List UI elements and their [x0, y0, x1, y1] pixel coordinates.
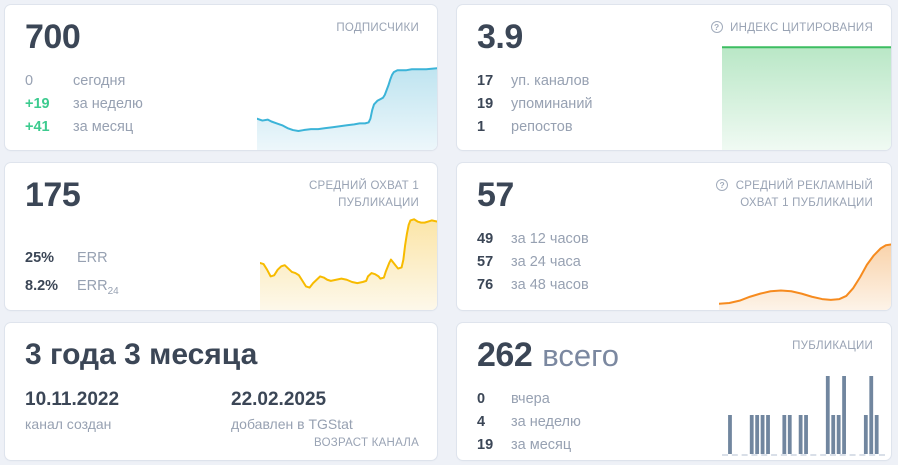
stat-row-48h: 76 за 48 часов [477, 274, 891, 297]
stat-label: ERR24 [77, 277, 119, 297]
subscribers-count: 700 [25, 18, 81, 56]
card-title-label: СРЕДНИЙ ОХВАТ 1 ПУБЛИКАЦИИ [309, 180, 419, 210]
err-stats: 25% ERR 8.2% ERR24 [25, 247, 437, 303]
stat-label: сегодня [73, 73, 126, 89]
stat-row-month: +41 за месяц [25, 116, 437, 139]
stat-row-err: 25% ERR [25, 247, 437, 275]
publications-suffix: всего [542, 338, 619, 373]
card-subscribers: ПОДПИСЧИКИ 700 0 сегодня +19 за неделю +… [5, 5, 437, 150]
stat-value: +41 [25, 119, 50, 135]
date-added: 22.02.2025 добавлен в TGStat [231, 389, 437, 432]
stat-label: за 48 часов [511, 277, 589, 293]
stat-label: репостов [511, 119, 573, 135]
ad-reach-stats: 49 за 12 часов 57 за 24 часа 76 за 48 ча… [477, 228, 891, 297]
date-label: канал создан [25, 416, 112, 432]
card-ad-reach-title: ? СРЕДНИЙ РЕКЛАМНЫЙ ОХВАТ 1 ПУБЛИКАЦИИ [677, 178, 873, 213]
card-channel-age: 3 года 3 месяца 10.11.2022 канал создан … [5, 323, 437, 460]
stat-row-mentions: 19 упоминаний [477, 93, 891, 116]
stat-row-err24: 8.2% ERR24 [25, 275, 437, 303]
date-value: 22.02.2025 [231, 389, 327, 410]
stat-label: за неделю [73, 96, 143, 112]
card-publications-title: ПУБЛИКАЦИИ [792, 338, 873, 355]
channel-dates: 10.11.2022 канал создан 22.02.2025 добав… [25, 389, 437, 432]
card-title-label: СРЕДНИЙ РЕКЛАМНЫЙ ОХВАТ 1 ПУБЛИКАЦИИ [735, 180, 873, 210]
card-age-corner-label: ВОЗРАСТ КАНАЛА [314, 437, 419, 449]
stat-label: уп. каналов [511, 73, 590, 89]
stat-row-12h: 49 за 12 часов [477, 228, 891, 251]
citation-stats: 17 уп. каналов 19 упоминаний 1 репостов [477, 70, 891, 139]
date-value: 10.11.2022 [25, 389, 120, 410]
date-label: добавлен в TGStat [231, 416, 353, 432]
stat-value: 0 [25, 73, 34, 89]
card-publications: ПУБЛИКАЦИИ 262 всего 0 вчера 4 за неделю… [457, 323, 891, 460]
stat-value: 17 [477, 73, 494, 89]
channel-age-value: 3 года 3 месяца [25, 338, 258, 371]
publications-count: 262 [477, 336, 533, 374]
stat-label: ERR [77, 250, 108, 266]
stat-label: вчера [511, 391, 550, 407]
avg-reach-value: 175 [25, 176, 81, 214]
stat-label: за неделю [511, 414, 581, 430]
card-title-label: ПУБЛИКАЦИИ [792, 340, 873, 352]
help-icon[interactable]: ? [710, 21, 723, 33]
card-citation-title: ? ИНДЕКС ЦИТИРОВАНИЯ [710, 20, 873, 37]
stat-row-channels: 17 уп. каналов [477, 70, 891, 93]
stat-value: 19 [477, 437, 494, 453]
publications-total: 262 всего [477, 336, 891, 375]
stat-value: +19 [25, 96, 50, 112]
stat-row-24h: 57 за 24 часа [477, 251, 891, 274]
ad-reach-value: 57 [477, 176, 514, 214]
stat-row-reposts: 1 репостов [477, 116, 891, 139]
card-avg-post-reach: СРЕДНИЙ ОХВАТ 1 ПУБЛИКАЦИИ 175 25% ERR 8… [5, 163, 437, 310]
stat-value: 0 [477, 391, 486, 407]
stat-row-week: +19 за неделю [25, 93, 437, 116]
stat-value: 8.2% [25, 277, 59, 294]
subscribers-stats: 0 сегодня +19 за неделю +41 за месяц [25, 70, 437, 139]
stat-row-month: 19 за месяц [477, 434, 891, 457]
stat-value: 76 [477, 277, 494, 293]
citation-index-value: 3.9 [477, 18, 523, 56]
card-avg-ad-reach: ? СРЕДНИЙ РЕКЛАМНЫЙ ОХВАТ 1 ПУБЛИКАЦИИ 5… [457, 163, 891, 310]
stat-value: 1 [477, 119, 486, 135]
stat-label: за 12 часов [511, 231, 589, 247]
stat-value: 49 [477, 231, 494, 247]
stat-value: 4 [477, 414, 486, 430]
stat-value: 19 [477, 96, 494, 112]
card-title-label: ПОДПИСЧИКИ [336, 22, 419, 34]
stat-row-today: 0 сегодня [25, 70, 437, 93]
date-created: 10.11.2022 канал создан [25, 389, 231, 432]
publications-stats: 0 вчера 4 за неделю 19 за месяц [477, 388, 891, 457]
stat-label: упоминаний [511, 96, 593, 112]
stat-row-week: 4 за неделю [477, 411, 891, 434]
stat-label: за месяц [511, 437, 572, 453]
stat-value: 57 [477, 254, 494, 270]
stat-value: 25% [25, 250, 55, 266]
stat-label: за месяц [73, 119, 134, 135]
card-avg-reach-title: СРЕДНИЙ ОХВАТ 1 ПУБЛИКАЦИИ [297, 178, 419, 213]
stat-label: за 24 часа [511, 254, 581, 270]
stat-row-yesterday: 0 вчера [477, 388, 891, 411]
help-icon[interactable]: ? [716, 179, 729, 191]
card-citation-index: ? ИНДЕКС ЦИТИРОВАНИЯ 3.9 17 уп. каналов … [457, 5, 891, 150]
card-title-label: ИНДЕКС ЦИТИРОВАНИЯ [730, 22, 873, 34]
card-subscribers-title: ПОДПИСЧИКИ [336, 20, 419, 37]
